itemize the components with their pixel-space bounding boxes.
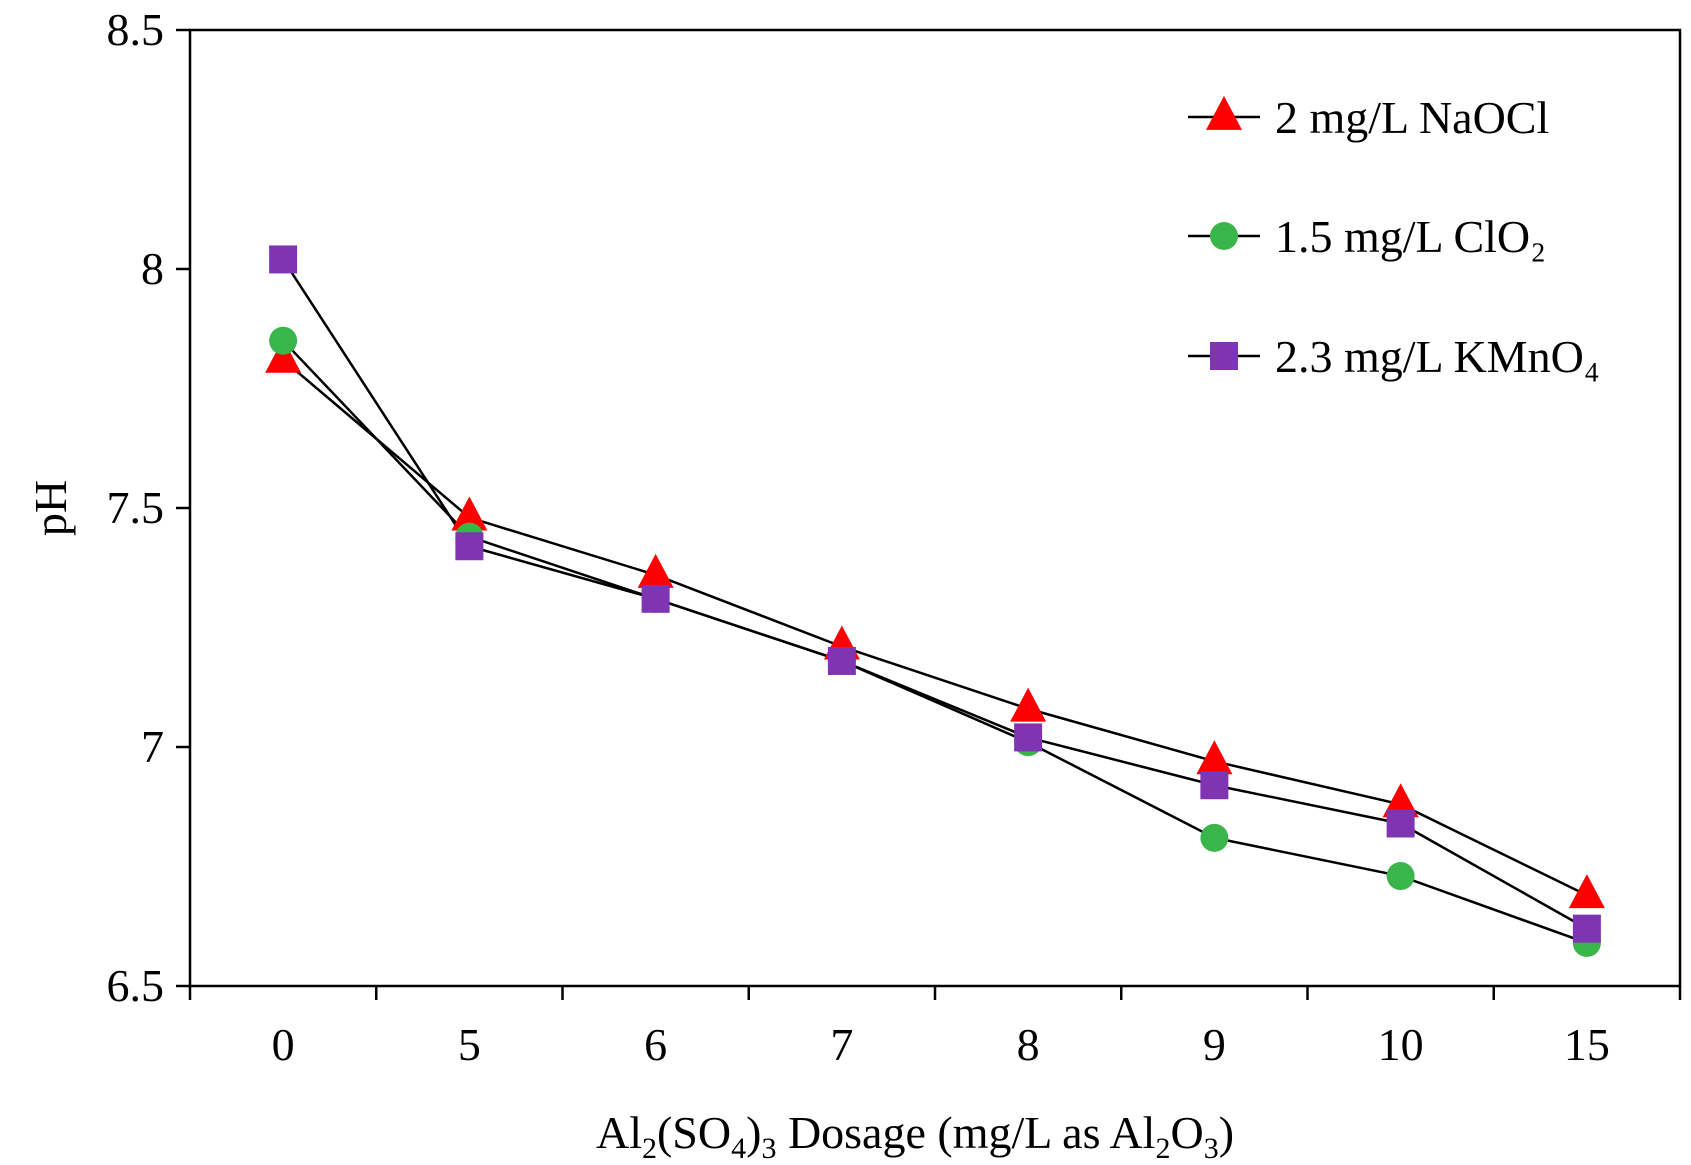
y-tick-label: 8.5 [107, 4, 165, 55]
legend: 2 mg/L NaOCl 1.5 mg/L ClO₂ 2.3 mg/L KMnO₄ [1188, 92, 1600, 382]
data-point-square [1386, 809, 1415, 838]
data-point-triangle [265, 338, 302, 373]
data-point-triangle [1196, 740, 1233, 775]
data-point-triangle [1568, 874, 1605, 909]
x-axis-title-part: O [1170, 1107, 1203, 1158]
legend-marker-square [1210, 342, 1238, 370]
data-point-triangle [451, 496, 488, 531]
series-markers [265, 245, 1605, 957]
data-point-circle [1200, 823, 1229, 852]
legend-label: 2.3 mg/L KMnO₄ [1275, 331, 1600, 382]
data-point-square [641, 584, 670, 613]
x-axis-title-subscript: 3 [761, 1132, 776, 1165]
plot-frame [188, 28, 1682, 988]
x-tick-label: 9 [1203, 1019, 1226, 1070]
x-axis-title-subscript: 2 [1155, 1132, 1170, 1165]
y-tick-label: 7 [141, 721, 164, 772]
legend-label: 1.5 mg/L ClO₂ [1275, 211, 1546, 262]
x-axis-title-part: Al [596, 1107, 642, 1158]
legend-marker-triangle [1206, 95, 1242, 130]
y-axis-title: pH [25, 480, 76, 536]
x-tick-label: 10 [1378, 1019, 1424, 1070]
data-point-square [1572, 914, 1601, 943]
data-point-square [827, 646, 856, 675]
x-tick-label: 8 [1017, 1019, 1040, 1070]
data-point-square [1014, 723, 1043, 752]
legend-label: 2 mg/L NaOCl [1275, 92, 1549, 143]
data-point-square [269, 245, 298, 274]
series-line-square [282, 258, 1588, 930]
x-axis-title-part: ) [746, 1107, 761, 1158]
data-point-circle [269, 326, 298, 355]
series-lines [282, 258, 1588, 945]
x-axis-title: Al2(SO4)3 Dosage (mg/L as Al2O3) [596, 1107, 1234, 1165]
x-axis-title-subscript: 2 [642, 1132, 657, 1165]
x-axis-title-part: Dosage (mg/L as Al [776, 1107, 1155, 1158]
x-tick-label: 7 [830, 1019, 853, 1070]
tick-labels: 6.5 7 7.5 8 8.5 0 5 6 7 8 9 10 15 [107, 4, 1610, 1070]
x-axis-title-part: ) [1219, 1107, 1234, 1158]
legend-marker-circle [1210, 222, 1238, 250]
data-point-square [455, 532, 484, 561]
x-tick-label: 15 [1564, 1019, 1610, 1070]
data-point-square [1200, 771, 1229, 800]
y-tick-label: 7.5 [107, 482, 165, 533]
y-tick-label: 8 [141, 243, 164, 294]
series-line-circle [282, 339, 1588, 945]
x-tick-label: 6 [644, 1019, 667, 1070]
x-axis-title-subscript: 4 [731, 1132, 746, 1165]
data-point-triangle [1010, 687, 1047, 722]
y-tick-label: 6.5 [107, 960, 165, 1011]
data-point-circle [1386, 862, 1415, 891]
x-tick-label: 0 [272, 1019, 295, 1070]
axes [176, 28, 1682, 1000]
series-line-triangle [282, 358, 1588, 897]
data-point-triangle [637, 553, 674, 588]
x-axis-title-part: (SO [657, 1107, 731, 1158]
data-point-triangle [1382, 783, 1419, 818]
x-tick-label: 5 [458, 1019, 481, 1070]
x-axis-title-subscript: 3 [1204, 1132, 1219, 1165]
